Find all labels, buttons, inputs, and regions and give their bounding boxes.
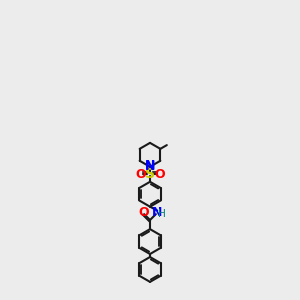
- Text: O: O: [154, 168, 165, 181]
- Text: O: O: [138, 206, 148, 219]
- Text: N: N: [145, 159, 155, 172]
- Text: H: H: [158, 209, 166, 219]
- Text: O: O: [135, 168, 146, 181]
- Text: S: S: [145, 167, 155, 181]
- Text: N: N: [145, 160, 155, 173]
- Text: N: N: [152, 206, 163, 219]
